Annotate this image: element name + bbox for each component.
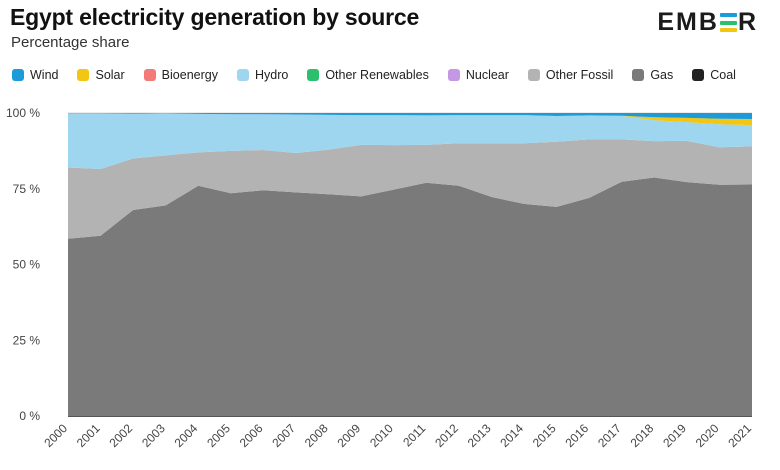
logo-e-mark: [719, 13, 737, 32]
chart-legend: Wind Solar Bioenergy Hydro Other Renewables N…: [12, 66, 755, 84]
legend-swatch-other-renewables: [307, 69, 320, 81]
x-tick-label: 2003: [139, 421, 168, 450]
ember-logo: EMB R: [657, 8, 758, 37]
x-tick-label: 2018: [628, 421, 657, 450]
x-tick-label: 2020: [693, 421, 722, 450]
y-tick-label: 75 %: [13, 182, 41, 196]
legend-label-solar: Solar: [95, 68, 125, 82]
legend-item-bioenergy[interactable]: Bioenergy: [143, 68, 218, 82]
legend-item-solar[interactable]: Solar: [77, 68, 125, 82]
logo-bar-green: [719, 20, 737, 25]
legend-swatch-solar: [77, 69, 90, 81]
x-tick-label: 2000: [41, 421, 70, 450]
legend-item-gas[interactable]: Gas: [632, 68, 673, 82]
x-tick-label: 2004: [172, 421, 201, 450]
legend-item-nuclear[interactable]: Nuclear: [447, 68, 509, 82]
area-wind: [68, 113, 752, 120]
legend-item-coal[interactable]: Coal: [692, 68, 736, 82]
legend-item-other-fossil[interactable]: Other Fossil: [527, 68, 614, 82]
x-tick-label: 2017: [595, 421, 624, 450]
page-title: Egypt electricity generation by source: [10, 4, 420, 30]
legend-swatch-bioenergy: [143, 69, 156, 81]
logo-letter-r: R: [737, 8, 758, 36]
legend-label-nuclear: Nuclear: [465, 68, 509, 82]
legend-swatch-wind: [12, 69, 24, 81]
x-tick-label: 2008: [302, 421, 331, 450]
x-tick-label: 2011: [400, 421, 428, 449]
legend-label-other-fossil: Other Fossil: [545, 68, 614, 82]
area-hydro: [68, 113, 752, 170]
logo-bar-yellow: [719, 28, 737, 32]
legend-label-coal: Coal: [710, 68, 736, 82]
x-tick-label: 2010: [367, 421, 396, 450]
y-tick-label: 25 %: [13, 333, 41, 347]
x-tick-label: 2007: [269, 421, 298, 450]
legend-label-bioenergy: Bioenergy: [161, 68, 218, 82]
legend-item-hydro[interactable]: Hydro: [236, 68, 289, 82]
page-subtitle: Percentage share: [11, 34, 130, 51]
x-tick-label: 2014: [497, 421, 526, 450]
x-tick-label: 2002: [106, 421, 135, 450]
legend-swatch-coal: [692, 69, 705, 81]
area-gas: [68, 177, 752, 416]
series-areas: [68, 113, 752, 416]
legend-label-hydro: Hydro: [254, 68, 289, 82]
x-tick-label: 2021: [725, 421, 754, 450]
logo-bar-blue: [719, 13, 737, 17]
x-tick-label: 2005: [204, 421, 233, 450]
x-tick-label: 2001: [74, 421, 103, 450]
x-tick-label: 2016: [562, 421, 591, 450]
legend-swatch-nuclear: [447, 69, 460, 81]
x-tick-label: 2013: [465, 421, 494, 450]
x-tick-label: 2019: [660, 421, 689, 450]
legend-swatch-hydro: [236, 69, 249, 81]
legend-swatch-other-fossil: [527, 69, 540, 81]
legend-label-gas: Gas: [650, 68, 674, 82]
legend-label-other-renewables: Other Renewables: [325, 68, 429, 82]
legend-swatch-gas: [632, 69, 645, 81]
area-other-fossil: [68, 139, 752, 239]
x-tick-label: 2012: [432, 421, 461, 450]
y-tick-label: 50 %: [13, 258, 41, 272]
x-tick-label: 2009: [334, 421, 363, 450]
legend-item-wind[interactable]: Wind: [12, 68, 58, 82]
y-tick-label: 0 %: [19, 409, 40, 423]
logo-letters-em: EMB: [657, 8, 719, 36]
x-tick-label: 2006: [237, 421, 266, 450]
y-tick-label: 100 %: [6, 106, 40, 120]
legend-label-wind: Wind: [30, 68, 59, 82]
legend-item-other-renewables[interactable]: Other Renewables: [307, 68, 429, 82]
x-tick-label: 2015: [530, 421, 559, 450]
